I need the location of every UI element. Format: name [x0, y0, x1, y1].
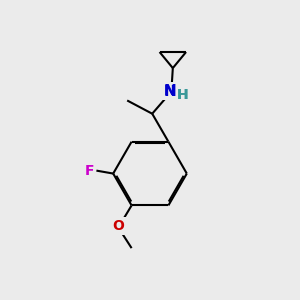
- Text: F: F: [85, 164, 94, 178]
- Text: N: N: [164, 83, 176, 98]
- Text: N: N: [164, 83, 176, 98]
- Text: O: O: [112, 219, 124, 233]
- Text: H: H: [177, 88, 188, 102]
- Text: O: O: [112, 219, 124, 233]
- Text: H: H: [177, 88, 188, 102]
- Text: N: N: [164, 84, 176, 98]
- Text: F: F: [85, 164, 94, 178]
